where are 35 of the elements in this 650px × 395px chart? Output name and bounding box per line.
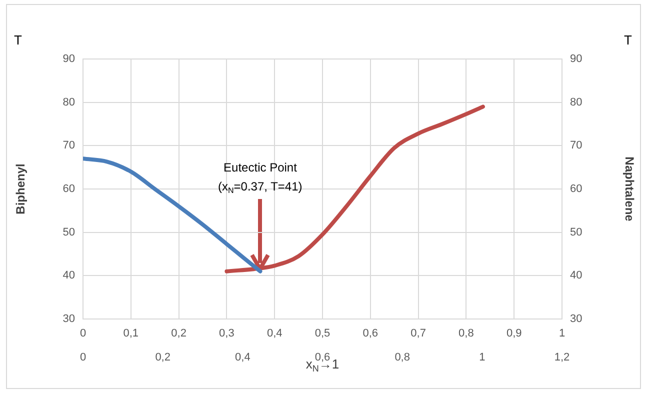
y2-tick-label: 40 bbox=[570, 270, 582, 282]
x-tick-label: 0,4 bbox=[266, 328, 282, 340]
y-axis-title: Biphenyl bbox=[14, 164, 28, 214]
x2-tick-label: 0,4 bbox=[235, 352, 250, 364]
y-tick-label: 30 bbox=[62, 313, 75, 326]
x2-tick-label: 1 bbox=[479, 352, 486, 364]
x-tick-label: 0,9 bbox=[506, 328, 522, 340]
x2-tick-label: 0 bbox=[80, 352, 86, 364]
y-tick-label: 50 bbox=[62, 226, 75, 238]
x-tick-label: 0 bbox=[80, 328, 86, 340]
x-tick-label: 0,1 bbox=[123, 328, 139, 340]
y2-tick-label: 70 bbox=[570, 140, 582, 152]
y2-axis-title: Naphtalene bbox=[622, 156, 636, 222]
y-tick-label: 60 bbox=[62, 183, 75, 196]
y2-tick-label: 90 bbox=[570, 53, 582, 66]
x-tick-label: 0,6 bbox=[362, 328, 378, 340]
x-tick-label: 0,5 bbox=[314, 328, 330, 340]
x-tick-label: 0,2 bbox=[171, 328, 186, 340]
x-tick-label: 0,7 bbox=[410, 328, 426, 340]
text: T bbox=[624, 32, 632, 48]
y2-tick-label: 30 bbox=[570, 313, 582, 326]
y-tick-label: 90 bbox=[62, 53, 75, 66]
x2-tick-label: 0,2 bbox=[155, 352, 170, 364]
y-tick-label: 70 bbox=[62, 140, 75, 152]
y-tick-label: 40 bbox=[62, 270, 75, 282]
y2-tick-label: 60 bbox=[570, 183, 582, 196]
y2-tick-label: 80 bbox=[570, 96, 582, 108]
x-tick-label: 1 bbox=[558, 328, 566, 340]
x2-tick-label: 1,2 bbox=[554, 352, 570, 364]
x-tick-label: 0,3 bbox=[219, 328, 234, 340]
x-tick-label: 0,8 bbox=[458, 328, 474, 340]
y-tick-label: 80 bbox=[62, 96, 75, 108]
text: T bbox=[14, 32, 22, 48]
x2-tick-label: 0,8 bbox=[394, 352, 410, 364]
y2-tick-label: 50 bbox=[570, 226, 582, 238]
